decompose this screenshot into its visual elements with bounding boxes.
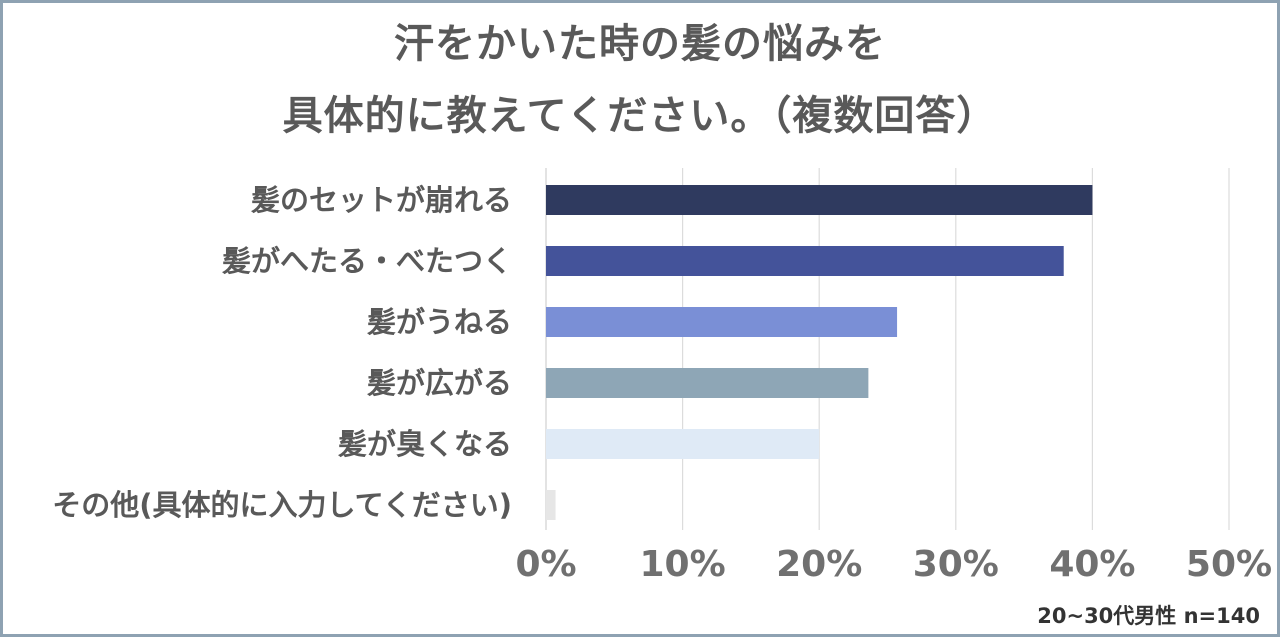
- x-tick-label: 0%: [515, 544, 576, 585]
- bar: [546, 429, 820, 459]
- category-label: 髪がへたる・べたつく: [221, 244, 512, 278]
- category-labels: 髪のセットが崩れる髪がへたる・べたつく髪がうねる髪が広がる髪が臭くなるその他(具…: [52, 183, 512, 522]
- gridlines: [545, 168, 1230, 530]
- sample-note: 20~30代男性 n=140: [1037, 604, 1260, 628]
- chart-title-line-1: 汗をかいた時の髪の悩みを: [394, 21, 886, 67]
- bar: [546, 368, 869, 398]
- x-tick-label: 10%: [640, 544, 726, 585]
- x-tick-label: 30%: [913, 544, 999, 585]
- x-tick-label: 20%: [776, 544, 862, 585]
- bar: [546, 185, 1093, 215]
- category-label: 髪のセットが崩れる: [250, 183, 512, 217]
- bars: [546, 185, 1093, 520]
- bar: [546, 307, 898, 337]
- category-label: 髪が広がる: [366, 366, 512, 400]
- x-tick-labels: 0% 10% 20% 30% 40% 50%: [515, 544, 1272, 585]
- bar: [546, 246, 1064, 276]
- x-tick-label: 40%: [1049, 544, 1135, 585]
- bar: [546, 490, 556, 520]
- x-tick-label: 50%: [1186, 544, 1272, 585]
- category-label: 髪が臭くなる: [337, 427, 512, 461]
- category-label: その他(具体的に入力してください): [52, 488, 512, 522]
- chart-title-line-2: 具体的に教えてください。（複数回答）: [282, 93, 998, 139]
- category-label: 髪がうねる: [366, 305, 512, 339]
